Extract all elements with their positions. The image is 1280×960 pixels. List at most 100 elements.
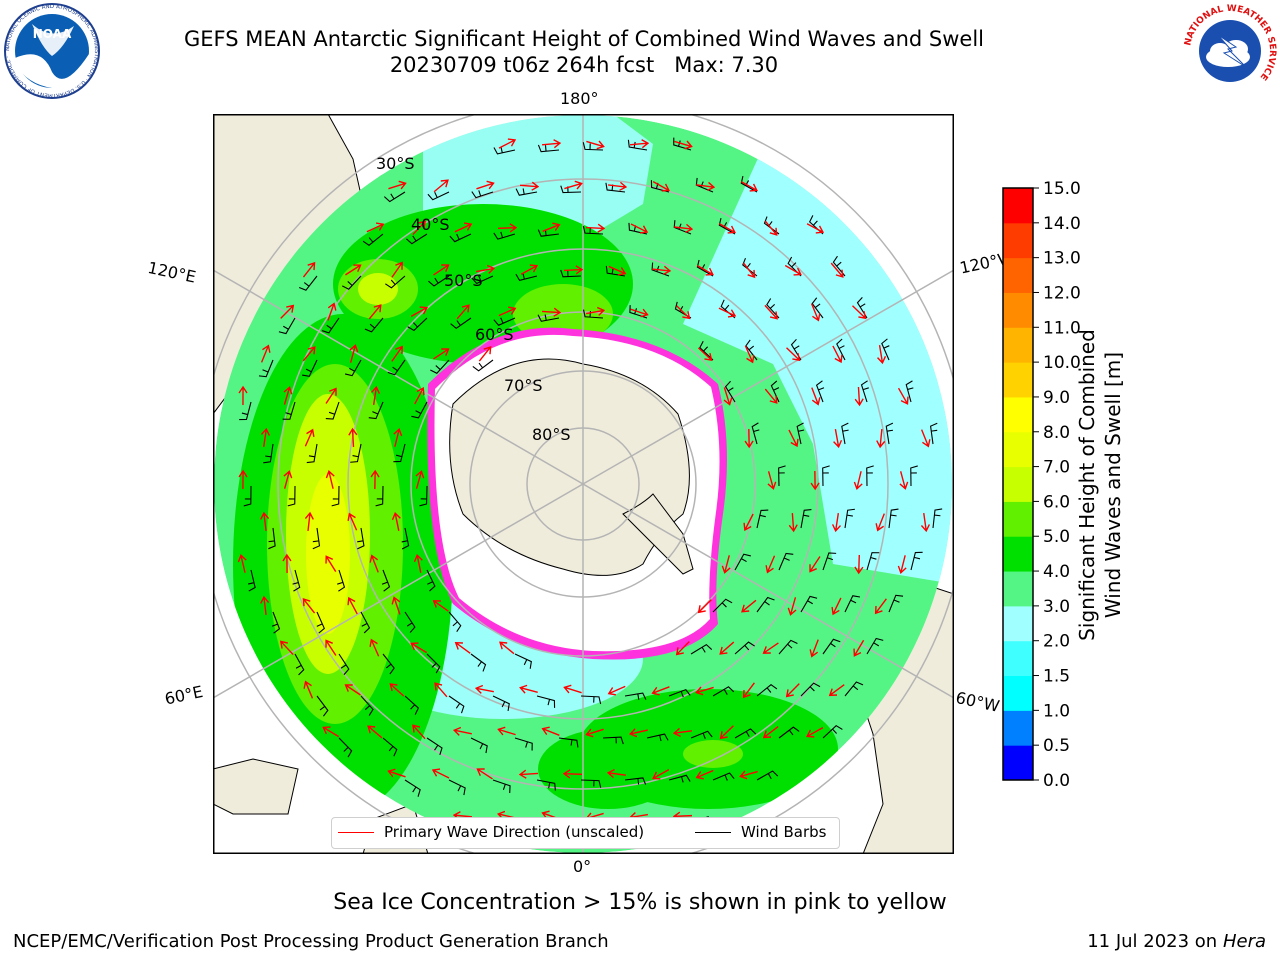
wave-arrow [391,261,403,278]
wave-arrow [629,139,650,149]
colorbar-segment [1003,362,1033,398]
wave-arrow [695,769,714,780]
wave-arrow [410,306,428,318]
wave-arrow [810,470,820,491]
wind-barb [271,611,281,634]
wind-barb [404,611,416,633]
wind-barbs [239,137,943,836]
wind-barb [449,233,472,243]
wind-barb [690,730,713,739]
wind-barb [338,653,350,675]
wave-arrow [347,596,358,615]
wave-arrow [433,348,450,360]
wind-barb [404,779,421,797]
wind-barb [537,144,560,153]
wind-barb [582,142,604,151]
wind-barb [905,380,914,403]
wave-arrow [345,264,362,276]
wave-arrow [238,469,248,490]
colorbar-tick-label: 8.0 [1043,423,1070,443]
wave-arrow [280,304,295,319]
wave-arrow [260,595,270,616]
wave-arrow [432,600,449,612]
wind-barb [316,611,325,634]
wave-arrow [676,305,691,320]
wind-barb [427,191,450,201]
wave-arrow [899,471,909,490]
wind-barb [282,401,296,420]
lat-label-70s: 70°S [504,376,543,395]
wave-arrow [831,597,842,616]
wind-barb [383,191,406,203]
wave-arrow [260,511,270,532]
wave-arrow [348,427,358,448]
wave-arrow [391,345,403,362]
wind-barb [560,269,582,278]
wave-arrow [412,724,426,740]
colorbar-ticks: 0.0 0.5 1.0 1.5 2.0 3.0 4.0 5.0 6.0 7.0 8.0 9.0 10.0… [1033,180,1081,791]
colorbar-tick-label: 6.0 [1043,492,1070,512]
wind-barb [766,298,780,319]
wave-arrow [833,429,843,449]
wind-barb [321,317,340,334]
wind-barb [515,273,538,282]
wind-barb [387,359,406,376]
noaa-logo-text: NOAA [33,27,72,41]
wave-arrow [367,725,383,739]
wave-arrow [652,181,670,192]
wind-barb [734,553,751,571]
wind-barb [910,551,923,571]
wave-arrow [497,223,518,233]
wind-barb [699,340,714,361]
wind-barb [712,772,735,781]
wave-arrow [740,181,758,192]
wind-barb [375,485,384,507]
wave-arrow [518,769,539,779]
wind-barb [472,359,494,372]
wave-arrow [520,264,539,275]
legend-wave-direction: Primary Wave Direction (unscaled) [338,823,644,841]
wave-arrow [325,387,337,404]
wind-barb [668,774,691,783]
colorbar-label-line2: Wind Waves and Swell [m] [1101,351,1125,619]
wave-arrow [325,555,337,573]
wave-arrow [652,768,670,780]
wave-arrow [806,727,824,738]
wave-arrow [897,555,907,574]
wave-arrow [875,513,885,532]
wave-arrow [456,304,470,320]
wave-arrow [719,725,734,740]
lon-label-0: 0° [573,857,592,876]
wind-barb [515,188,538,196]
wave-arrow [765,555,776,574]
colorbar-segment [1003,605,1033,642]
colorbar-segment [1003,675,1033,711]
wave-arrow [344,684,361,696]
colorbar-segment [1003,188,1033,224]
lon-label-120e: 120°E [146,258,198,287]
wave-arrow [785,683,800,698]
wave-arrow [586,306,606,316]
wave-arrow [607,685,626,696]
wave-arrow [811,387,821,406]
wave-arrow [674,140,693,150]
colorbar-tick-label: 11.0 [1043,318,1081,338]
wind-barb [426,737,443,756]
wind-barb [602,736,624,745]
wave-arrow [920,512,931,533]
wave-arrow [498,138,517,149]
wave-arrow [476,180,495,190]
wind-barb [430,359,450,374]
wave-arrow [387,768,406,778]
wind-barb [360,695,374,716]
colorbar-tick-label: 1.5 [1043,667,1070,687]
wind-barb [448,695,465,714]
wave-arrow [541,139,562,149]
wind-barb [248,569,256,592]
wind-barb [342,275,362,290]
wind-barb [800,509,812,529]
wind-barb [450,317,472,329]
wind-barb [493,317,516,326]
wave-arrow [630,223,649,234]
wave-arrow [743,513,754,532]
